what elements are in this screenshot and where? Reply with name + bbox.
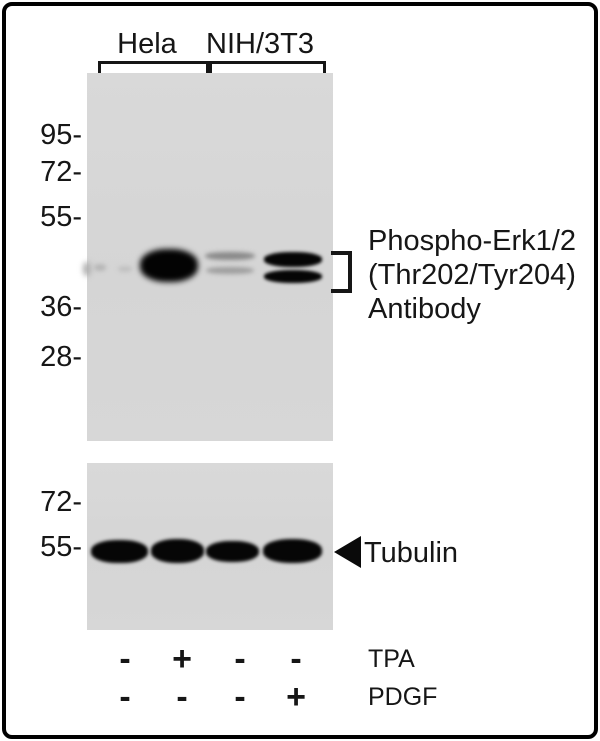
pdgf-lane1-sign: - <box>119 678 131 716</box>
tpa-lane3-sign: - <box>234 640 246 678</box>
antibody-annotation: Phospho-Erk1/2 (Thr202/Tyr204) Antibody <box>368 224 576 326</box>
mw-marker-55-bottom: 55- <box>40 531 82 563</box>
cell-line-label-nih3t3: NIH/3T3 <box>206 28 314 60</box>
pdgf-label: PDGF <box>368 683 438 711</box>
band-phospho-lane1-edge-smudge <box>83 262 91 276</box>
band-tubulin-lane4 <box>263 539 322 563</box>
band-tubulin-lane1 <box>91 540 148 563</box>
band-tubulin-lane2 <box>151 539 204 563</box>
band-phospho-lane1-faint-a <box>94 264 106 271</box>
band-phospho-lane3-upper <box>205 252 255 260</box>
band-phospho-lane2-strong <box>140 249 198 282</box>
mw-marker-72-bottom: 72- <box>40 486 82 518</box>
nih3t3-lane-bracket <box>209 61 326 75</box>
band-phospho-lane3-lower <box>206 267 254 274</box>
antibody-annotation-line3: Antibody <box>368 293 481 325</box>
band-phospho-lane1-faint-b <box>118 266 132 272</box>
mw-marker-55: 55- <box>40 201 82 233</box>
pdgf-lane4-sign: + <box>286 678 306 716</box>
mw-marker-72: 72- <box>40 156 82 188</box>
cell-line-label-hela: Hela <box>117 28 177 60</box>
band-phospho-lane4-upper <box>264 252 322 267</box>
antibody-annotation-line2: (Thr202/Tyr204) <box>368 259 576 291</box>
phospho-erk-blot-panel <box>83 73 333 441</box>
pdgf-lane2-sign: - <box>176 678 188 716</box>
tpa-lane1-sign: - <box>119 640 131 678</box>
antibody-annotation-line1: Phospho-Erk1/2 <box>368 225 576 257</box>
tpa-lane4-sign: - <box>290 640 302 678</box>
pdgf-lane3-sign: - <box>234 678 246 716</box>
mw-marker-95: 95- <box>40 119 82 151</box>
tubulin-blot-panel <box>87 463 333 630</box>
phospho-band-bracket <box>331 251 352 293</box>
tubulin-label: Tubulin <box>364 537 459 569</box>
band-tubulin-lane3 <box>206 541 259 562</box>
band-phospho-lane4-lower <box>264 270 322 283</box>
tubulin-arrowhead-icon <box>334 536 361 568</box>
tpa-label: TPA <box>368 645 415 673</box>
hela-lane-bracket <box>98 61 209 75</box>
mw-marker-28: 28- <box>40 341 82 373</box>
tpa-lane2-sign: + <box>172 640 192 678</box>
mw-marker-36: 36- <box>40 291 82 323</box>
